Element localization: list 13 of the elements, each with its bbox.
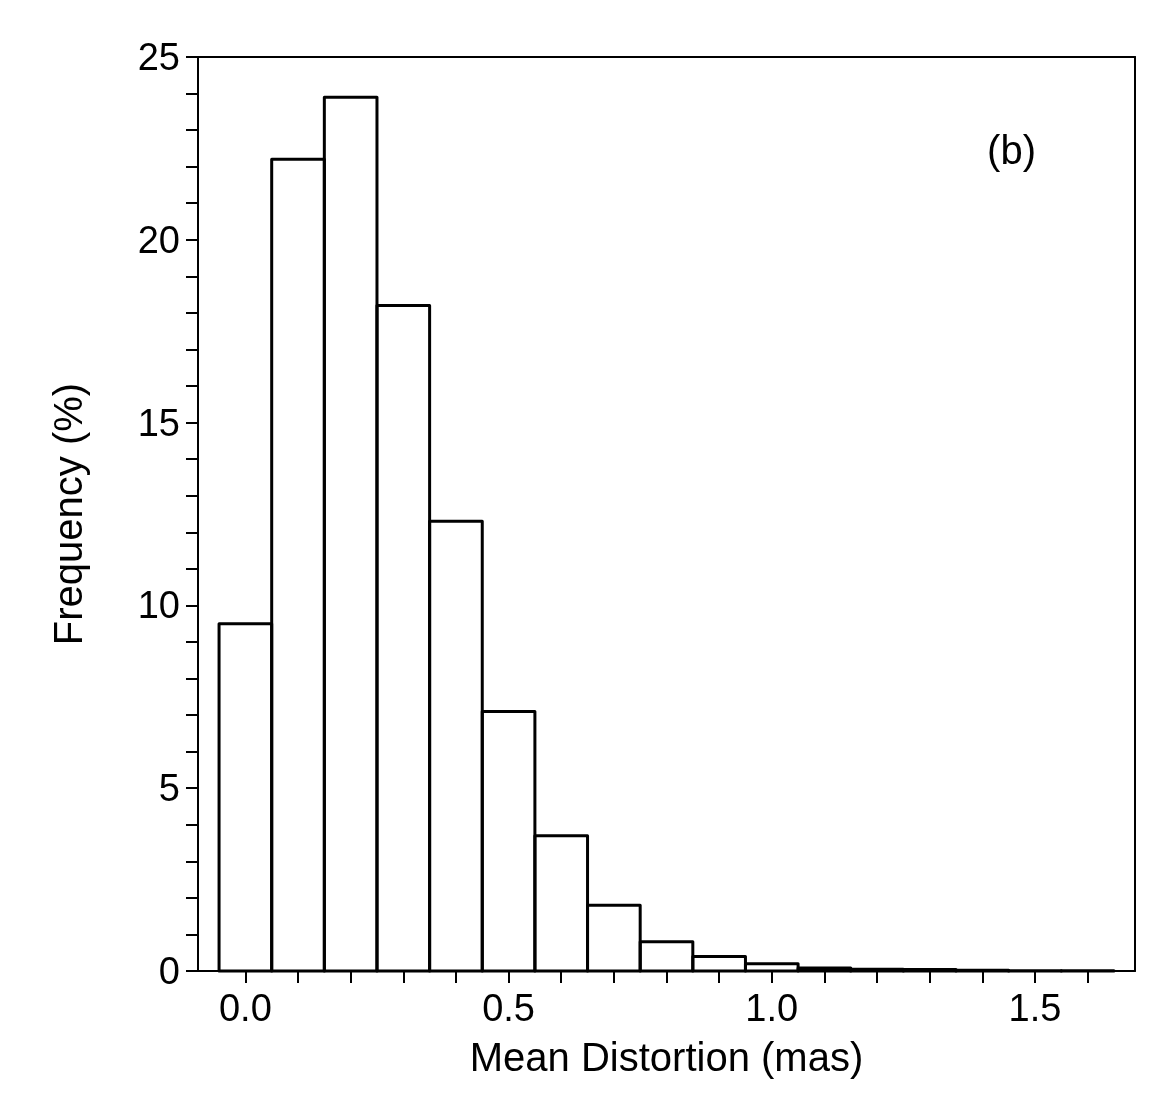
y-tick-label: 0 xyxy=(158,950,180,992)
x-axis-title: Mean Distortion (mas) xyxy=(469,1035,864,1079)
y-tick-label: 5 xyxy=(158,767,180,810)
y-axis-title: Frequency (%) xyxy=(46,382,90,646)
x-tick-label: 1.0 xyxy=(745,987,799,1029)
y-tick-label: 20 xyxy=(137,218,180,261)
y-tick-label: 15 xyxy=(137,401,180,444)
annotation: (b) xyxy=(987,128,1036,172)
x-tick-label: 0.0 xyxy=(218,987,272,1029)
x-tick-label: 1.5 xyxy=(1008,987,1062,1029)
x-tick-label: 0.5 xyxy=(482,987,535,1029)
y-tick-label: 25 xyxy=(137,36,180,78)
y-tick-label: 10 xyxy=(137,584,180,627)
